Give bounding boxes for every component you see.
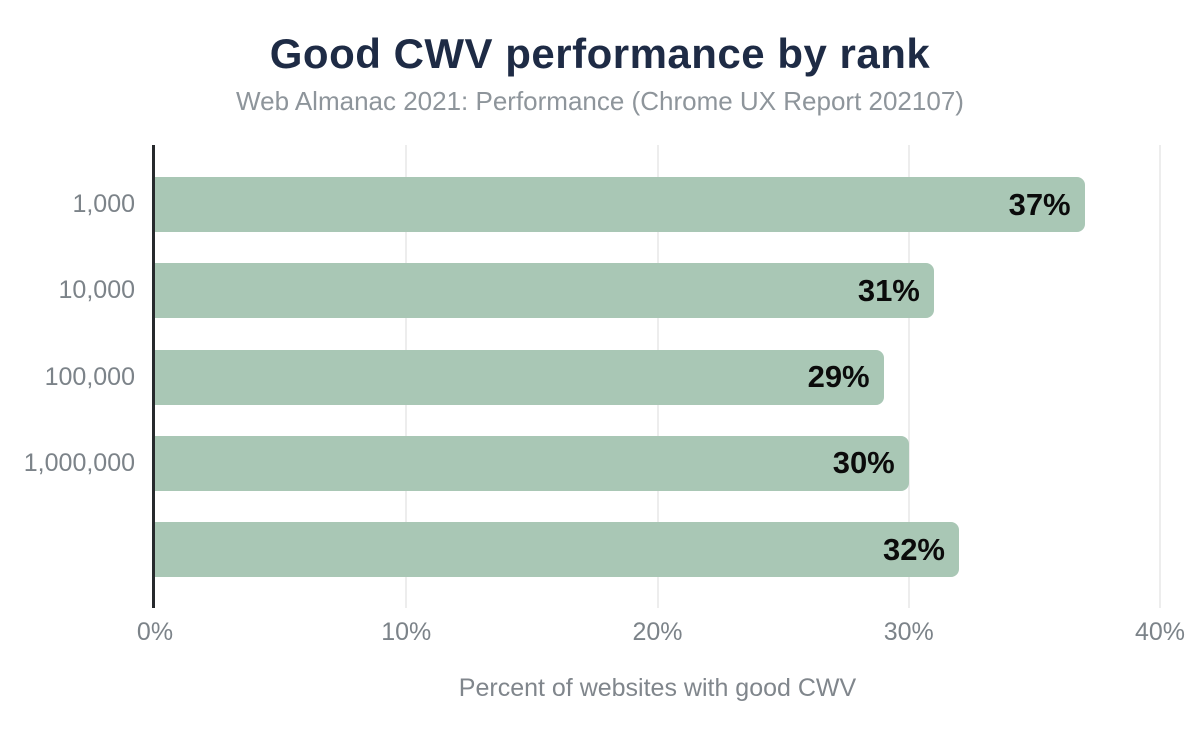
bar-value-label: 37% [1008, 186, 1071, 222]
y-axis-label-10,000: 10,000 [58, 276, 135, 305]
bar-1,000: 37% [155, 177, 1085, 232]
x-tick-label-0%: 0% [136, 618, 174, 646]
bar-10,000: 31% [155, 263, 934, 319]
gridline-40% [1159, 145, 1161, 608]
y-axis-label-1,000: 1,000 [72, 190, 135, 218]
bar-value-label: 32% [882, 531, 945, 567]
x-tick-label-40%: 40% [1134, 618, 1186, 646]
bar-value-label: 30% [832, 445, 895, 481]
chart-title: Good CWV performance by rank [269, 30, 931, 77]
plot-area: 37% 31% 29% 30% 32% [152, 145, 1161, 608]
bar-value-label: 31% [857, 272, 920, 308]
gridline-30% [907, 145, 910, 608]
y-axis-label-1,000,000: 1,000,000 [23, 448, 135, 477]
bar-1,000,000: 30% [155, 435, 909, 491]
bar-100,000: 29% [155, 349, 884, 405]
bar-unlabeled: 32% [155, 522, 959, 577]
bar-value-label: 29% [807, 359, 870, 394]
y-axis-line [152, 145, 155, 608]
x-tick-label-30%: 30% [883, 618, 934, 646]
y-axis-label-100,000: 100,000 [44, 362, 135, 391]
x-axis-title: Percent of websites with good CWV [458, 674, 857, 702]
x-tick-label-10%: 10% [381, 618, 432, 646]
chart-subtitle: Web Almanac 2021: Performance (Chrome UX… [236, 86, 964, 116]
x-tick-label-20%: 20% [632, 618, 683, 646]
